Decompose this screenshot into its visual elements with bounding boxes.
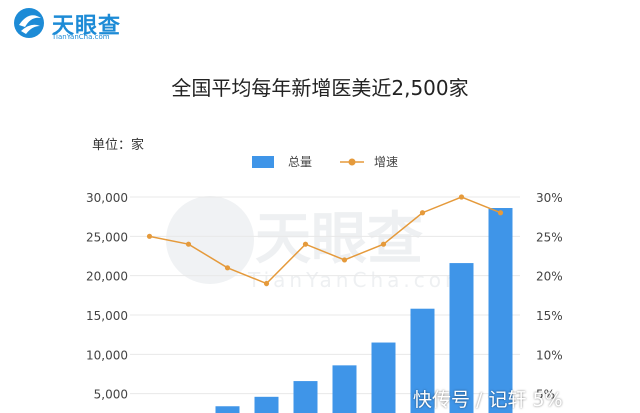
y2-tick-label: 15%	[536, 309, 563, 323]
bar	[488, 208, 513, 413]
bar	[449, 263, 474, 413]
logo-name: 天眼查	[52, 14, 122, 39]
growth-point	[185, 241, 192, 247]
unit-label: 单位：家	[92, 138, 145, 153]
y2-tick-label: 10%	[536, 348, 563, 362]
y-axis-left: 5,000 10,000 15,000 20,000 25,000 30,000	[86, 191, 128, 402]
growth-point	[419, 210, 426, 216]
caption-watermark: 快传号 / 记轩 5%	[413, 389, 563, 411]
y-tick-label: 5,000	[94, 388, 128, 402]
bar	[215, 406, 240, 413]
watermark: 天眼查 TianYanCha.com	[166, 196, 468, 292]
y2-tick-label: 25%	[536, 230, 563, 244]
watermark-name: 天眼查	[255, 207, 423, 272]
logo-domain: TianYanCha.com	[52, 33, 110, 41]
bars	[215, 208, 513, 413]
tianyancha-logo-icon	[14, 8, 44, 38]
growth-point	[302, 241, 309, 247]
bar	[332, 365, 357, 413]
bar	[410, 308, 435, 413]
tianyancha-logo: 天眼查 TianYanCha.com	[12, 6, 122, 41]
legend-item-total: 总量	[252, 153, 312, 170]
y2-tick-label: 30%	[536, 191, 563, 205]
y2-tick-label: 20%	[536, 270, 563, 284]
bar	[371, 342, 396, 413]
y-tick-label: 15,000	[86, 309, 128, 323]
legend-label-total: 总量	[288, 155, 313, 169]
growth-point	[341, 257, 348, 263]
bar	[254, 396, 279, 413]
legend-label-growth: 增速	[374, 155, 399, 169]
growth-point	[263, 280, 270, 287]
growth-point	[380, 241, 387, 247]
y-tick-label: 25,000	[86, 230, 128, 244]
bar	[293, 381, 318, 413]
growth-point	[497, 210, 504, 216]
growth-point	[224, 265, 231, 271]
growth-line-path	[149, 196, 501, 285]
y-tick-label: 30,000	[86, 191, 128, 205]
growth-point	[458, 194, 465, 200]
y-tick-label: 10,000	[86, 348, 128, 362]
legend-line-swatch	[340, 158, 364, 165]
y-tick-label: 20,000	[86, 270, 128, 284]
y2-tick-label: 5%	[536, 388, 555, 402]
chart-title: 全国平均每年新增医美近2,500家	[171, 76, 469, 100]
growth-line	[146, 194, 504, 287]
watermark-domain: TianYanCha.com	[247, 268, 468, 292]
legend-bar-swatch	[252, 155, 274, 168]
y-axis-right: 5% 10% 15% 20% 25% 30%	[536, 191, 563, 402]
legend-item-growth: 增速	[340, 153, 398, 170]
growth-point	[146, 233, 153, 239]
